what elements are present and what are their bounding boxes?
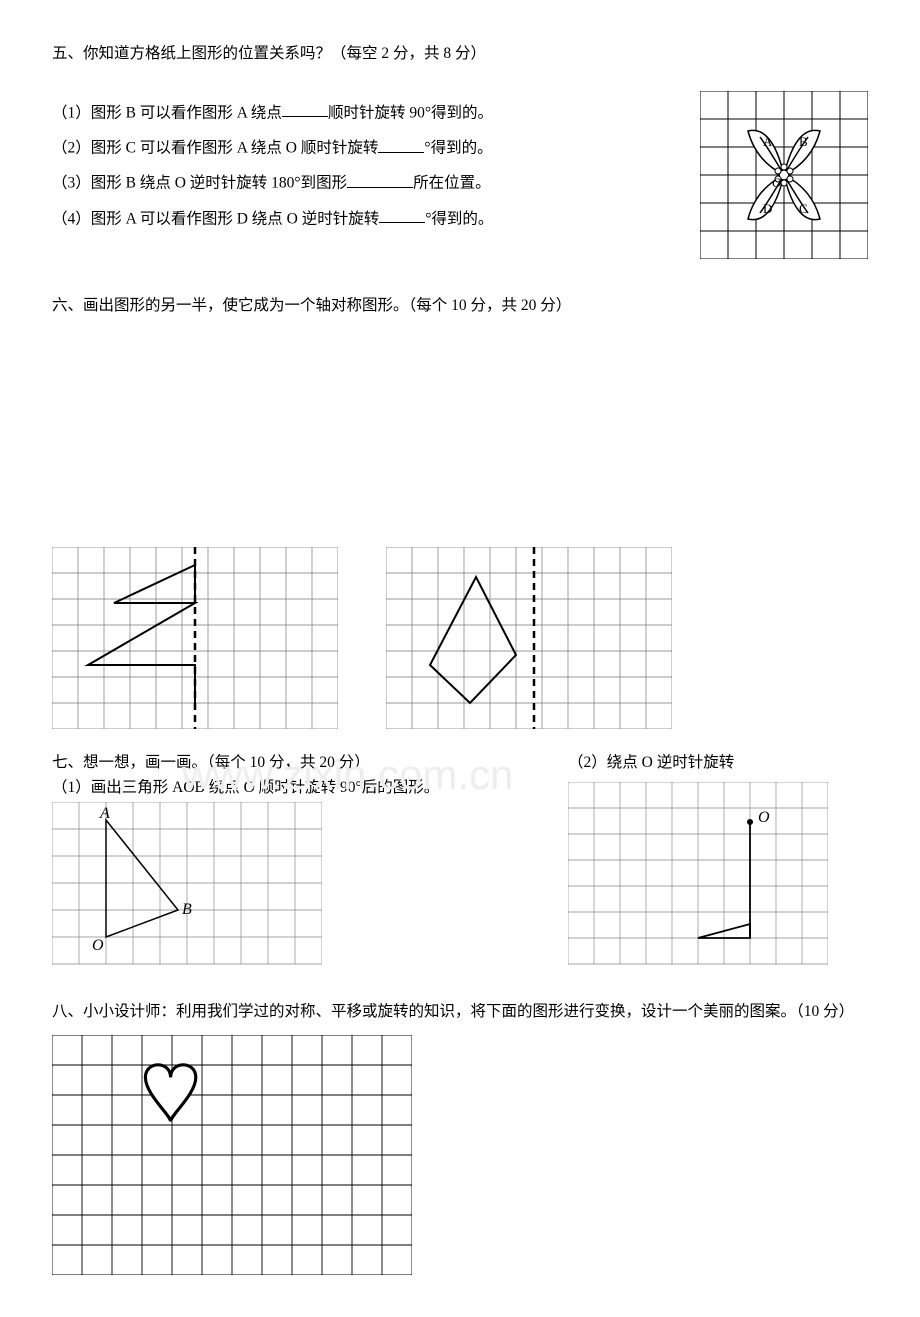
q5-3b: 所在位置。	[413, 175, 491, 192]
label-O2: O	[758, 809, 770, 826]
label-A: A	[763, 134, 773, 149]
q5-4a: （4）图形 A 可以看作图形 D 绕点 O 逆时针旋转	[52, 210, 379, 227]
section5-diagram: A B C D O	[700, 91, 868, 259]
q5-3: （3）图形 B 绕点 O 逆时针旋转 180°到图形 所在位置。	[52, 171, 686, 196]
label-O: O	[92, 937, 104, 954]
section8-title: 八、小小设计师：利用我们学过的对称、平移或旋转的知识，将下面的图形进行变换，设计…	[52, 1000, 868, 1025]
label-B: B	[182, 901, 192, 918]
section6-grid2	[386, 547, 672, 729]
q5-2: （2）图形 C 可以看作图形 A 绕点 O 顺时针旋转 °得到的。	[52, 136, 686, 161]
q5-1a: （1）图形 B 可以看作图形 A 绕点	[52, 104, 282, 121]
section5-title: 五、你知道方格纸上图形的位置关系吗？（每空 2 分，共 8 分）	[52, 42, 868, 67]
q5-1b: 顺时针旋转 90°得到的。	[328, 104, 493, 121]
q5-2b: °得到的。	[424, 140, 492, 157]
section6-grid1	[52, 547, 338, 729]
q5-4: （4）图形 A 可以看作图形 D 绕点 O 逆时针旋转 °得到的。	[52, 207, 686, 232]
section8-grid	[52, 1035, 868, 1275]
section7-grid2: O	[568, 782, 868, 970]
blank[interactable]	[379, 207, 425, 224]
section5-questions: （1）图形 B 可以看作图形 A 绕点 顺时针旋转 90°得到的。 （2）图形 C…	[52, 91, 686, 242]
section6-grid1	[52, 343, 338, 525]
section6-title: 六、画出图形的另一半，使它成为一个轴对称图形。（每个 10 分，共 20 分）	[52, 294, 868, 319]
label-O: O	[772, 175, 782, 190]
label-C: C	[799, 201, 808, 216]
q5-2a: （2）图形 C 可以看作图形 A 绕点 O 顺时针旋转	[52, 140, 378, 157]
label-A: A	[99, 805, 110, 822]
section7-title: 七、想一想，画一画。（每个 10 分，共 20 分）	[52, 751, 538, 776]
section7-q1: （1）画出三角形 AOB 绕点 O 顺时针旋转 90°后的图形。	[52, 776, 538, 801]
blank[interactable]	[282, 101, 328, 118]
q5-4b: °得到的。	[425, 210, 493, 227]
label-B: B	[799, 134, 808, 149]
blank[interactable]	[347, 171, 413, 188]
q5-1: （1）图形 B 可以看作图形 A 绕点 顺时针旋转 90°得到的。	[52, 101, 686, 126]
q5-3a: （3）图形 B 绕点 O 逆时针旋转 180°到图形	[52, 175, 347, 192]
blank[interactable]	[378, 136, 424, 153]
label-D: D	[763, 201, 772, 216]
section7-q2: （2）绕点 O 逆时针旋转	[568, 751, 868, 776]
section7-grid1: A B O	[52, 802, 538, 974]
